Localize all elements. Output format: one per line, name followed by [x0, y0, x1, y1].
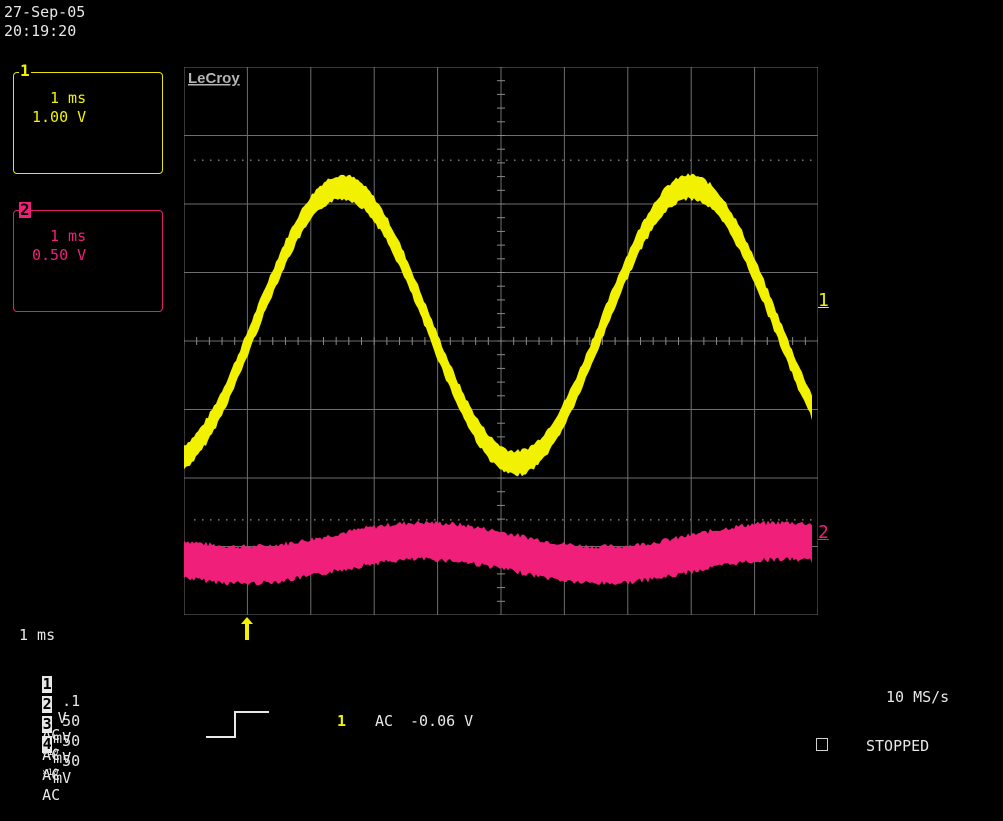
channel-number: 1	[42, 675, 53, 693]
channel2-trace-marker[interactable]: 2	[818, 522, 829, 543]
channel-settings-list: 1 .1 V AC ×10 2 50 mV AC ×10 3 50 mV AC …	[6, 659, 82, 804]
channel2-timebase: 1 ms	[50, 227, 87, 245]
channel-number: 2	[42, 695, 53, 713]
channel-scale: 50	[62, 752, 81, 770]
brand-logo: LeCroy	[188, 70, 240, 87]
channel-number: 4	[42, 735, 53, 753]
acquisition-status-indicator-icon[interactable]	[816, 738, 828, 751]
channel2-descriptor-box[interactable]: 2 1 ms 0.50 V	[13, 202, 163, 312]
channel1-timebase: 1 ms	[50, 89, 87, 107]
channel1-volts-per-div: 1.00 V	[32, 108, 87, 126]
channel-unit: mV	[53, 769, 72, 787]
channel1-descriptor-box[interactable]: 1 1 ms 1.00 V	[13, 63, 163, 174]
channel-number: 3	[42, 715, 53, 733]
trigger-coupling: AC	[375, 712, 394, 730]
channel1-trace-marker[interactable]: 1	[818, 290, 829, 311]
channel-scale: 50	[62, 732, 81, 750]
trigger-level: -0.06 V	[410, 712, 474, 730]
timebase-label: 1 ms	[19, 626, 56, 644]
date-label: 27-Sep-05	[4, 3, 86, 21]
channel2-trace	[184, 520, 812, 586]
channel-unit: mV	[53, 729, 72, 747]
waveform-display[interactable]: LeCroy	[184, 67, 818, 615]
graticule-center-ticks	[184, 67, 818, 615]
rising-edge-trigger-icon	[206, 711, 269, 738]
trigger-position-arrow-icon[interactable]	[239, 616, 255, 642]
channel-coupling: AC	[42, 786, 61, 804]
trigger-source: 1	[337, 712, 347, 730]
channel-unit: V	[57, 709, 67, 727]
channel-scale: 50	[62, 712, 81, 730]
graticule-dotted-lines	[194, 159, 812, 521]
channel2-tag: 2	[19, 200, 31, 219]
channel-scale: .1	[62, 692, 81, 710]
channel2-volts-per-div: 0.50 V	[32, 246, 87, 264]
channel1-trace	[184, 173, 812, 477]
channel-row-1[interactable]: 1 .1 V AC ×10	[6, 659, 82, 757]
sample-rate-label: 10 MS/s	[886, 688, 950, 706]
channel1-tag: 1	[19, 61, 31, 80]
time-label: 20:19:20	[4, 22, 77, 40]
acquisition-status: STOPPED	[866, 737, 930, 755]
